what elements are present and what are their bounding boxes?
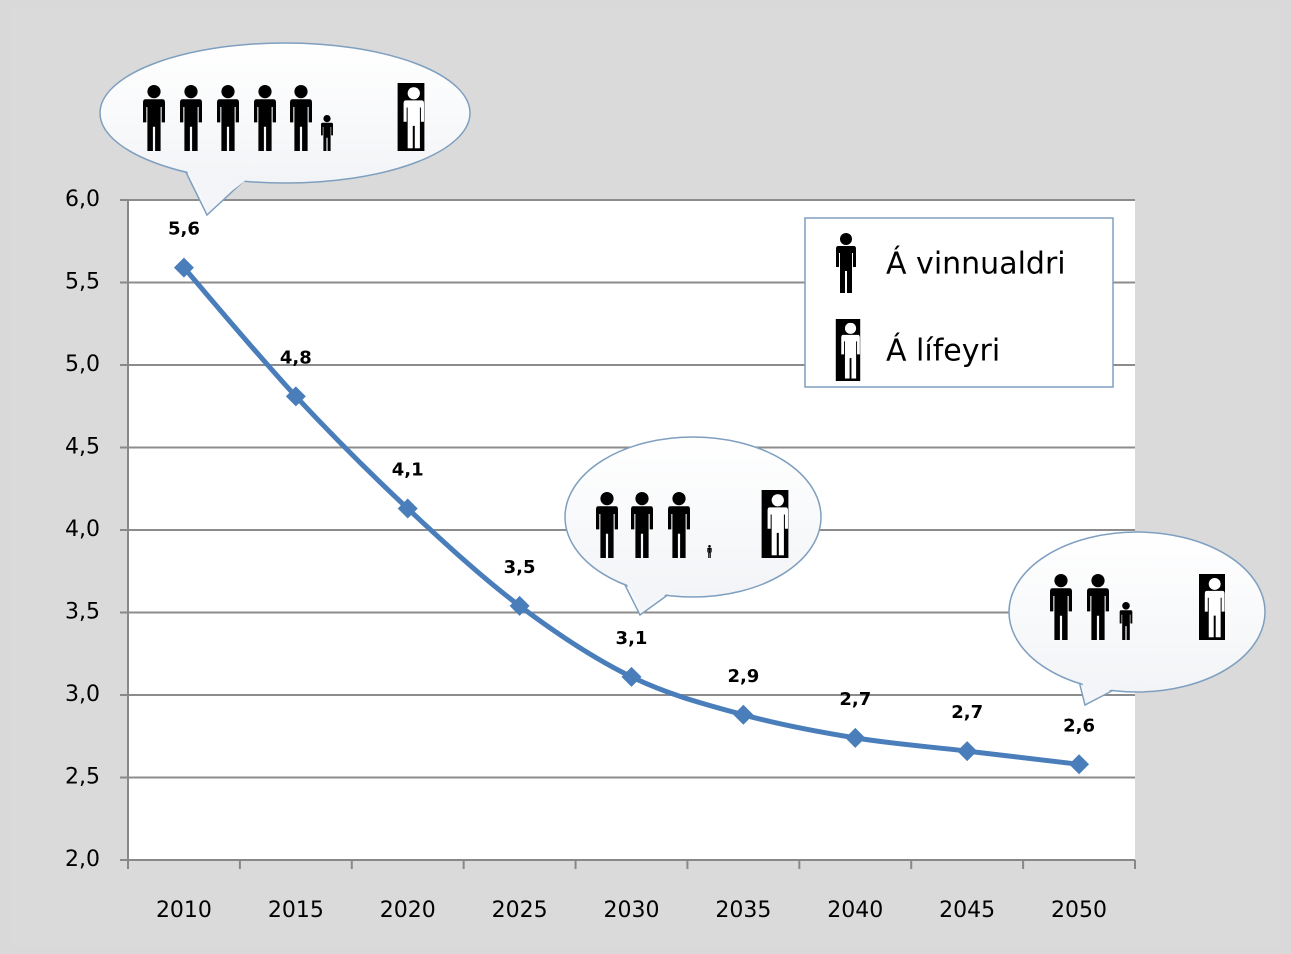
y-tick-label: 5,0 <box>65 352 100 377</box>
x-tick-label: 2050 <box>1051 898 1107 923</box>
data-label: 2,7 <box>839 689 871 710</box>
data-label: 4,8 <box>280 347 312 368</box>
data-point <box>397 498 418 519</box>
callout-2030 <box>564 436 822 617</box>
x-tick-label: 2035 <box>715 898 771 923</box>
y-tick-label: 3,0 <box>65 682 100 707</box>
data-point <box>957 741 978 762</box>
data-label: 2,9 <box>727 666 759 687</box>
legend-label: Á vinnualdri <box>886 246 1066 282</box>
legend-label: Á lífeyri <box>886 333 1000 369</box>
y-tick-label: 4,0 <box>65 517 100 542</box>
legend: Á vinnualdri Á lífeyri <box>804 217 1114 388</box>
data-point <box>845 727 866 748</box>
legend-icon-retiree <box>836 319 860 381</box>
y-tick-label: 2,5 <box>65 765 100 790</box>
y-tick-label: 5,5 <box>65 270 100 295</box>
data-label: 4,1 <box>392 460 424 481</box>
x-tick-label: 2025 <box>492 898 548 923</box>
data-point <box>1069 754 1090 775</box>
y-tick-label: 3,5 <box>65 600 100 625</box>
data-point <box>173 257 194 278</box>
x-tick-label: 2010 <box>156 898 212 923</box>
callout-2010 <box>99 42 471 217</box>
series-line <box>182 266 1080 767</box>
x-tick-label: 2020 <box>380 898 436 923</box>
callout-2050 <box>1008 531 1266 707</box>
y-tick-label: 6,0 <box>65 187 100 212</box>
data-point <box>285 386 306 407</box>
x-tick-label: 2030 <box>604 898 660 923</box>
data-label: 3,5 <box>504 557 536 578</box>
x-tick-label: 2040 <box>827 898 883 923</box>
data-point <box>621 666 642 687</box>
data-label: 2,6 <box>1063 715 1095 736</box>
data-point <box>733 704 754 725</box>
data-label: 2,7 <box>951 702 983 723</box>
x-tick-label: 2015 <box>268 898 324 923</box>
data-label: 5,6 <box>168 219 200 240</box>
x-tick-label: 2045 <box>939 898 995 923</box>
y-tick-label: 2,0 <box>65 847 100 872</box>
y-tick-label: 4,5 <box>65 435 100 460</box>
data-point <box>509 595 530 616</box>
data-label: 3,1 <box>616 628 648 649</box>
